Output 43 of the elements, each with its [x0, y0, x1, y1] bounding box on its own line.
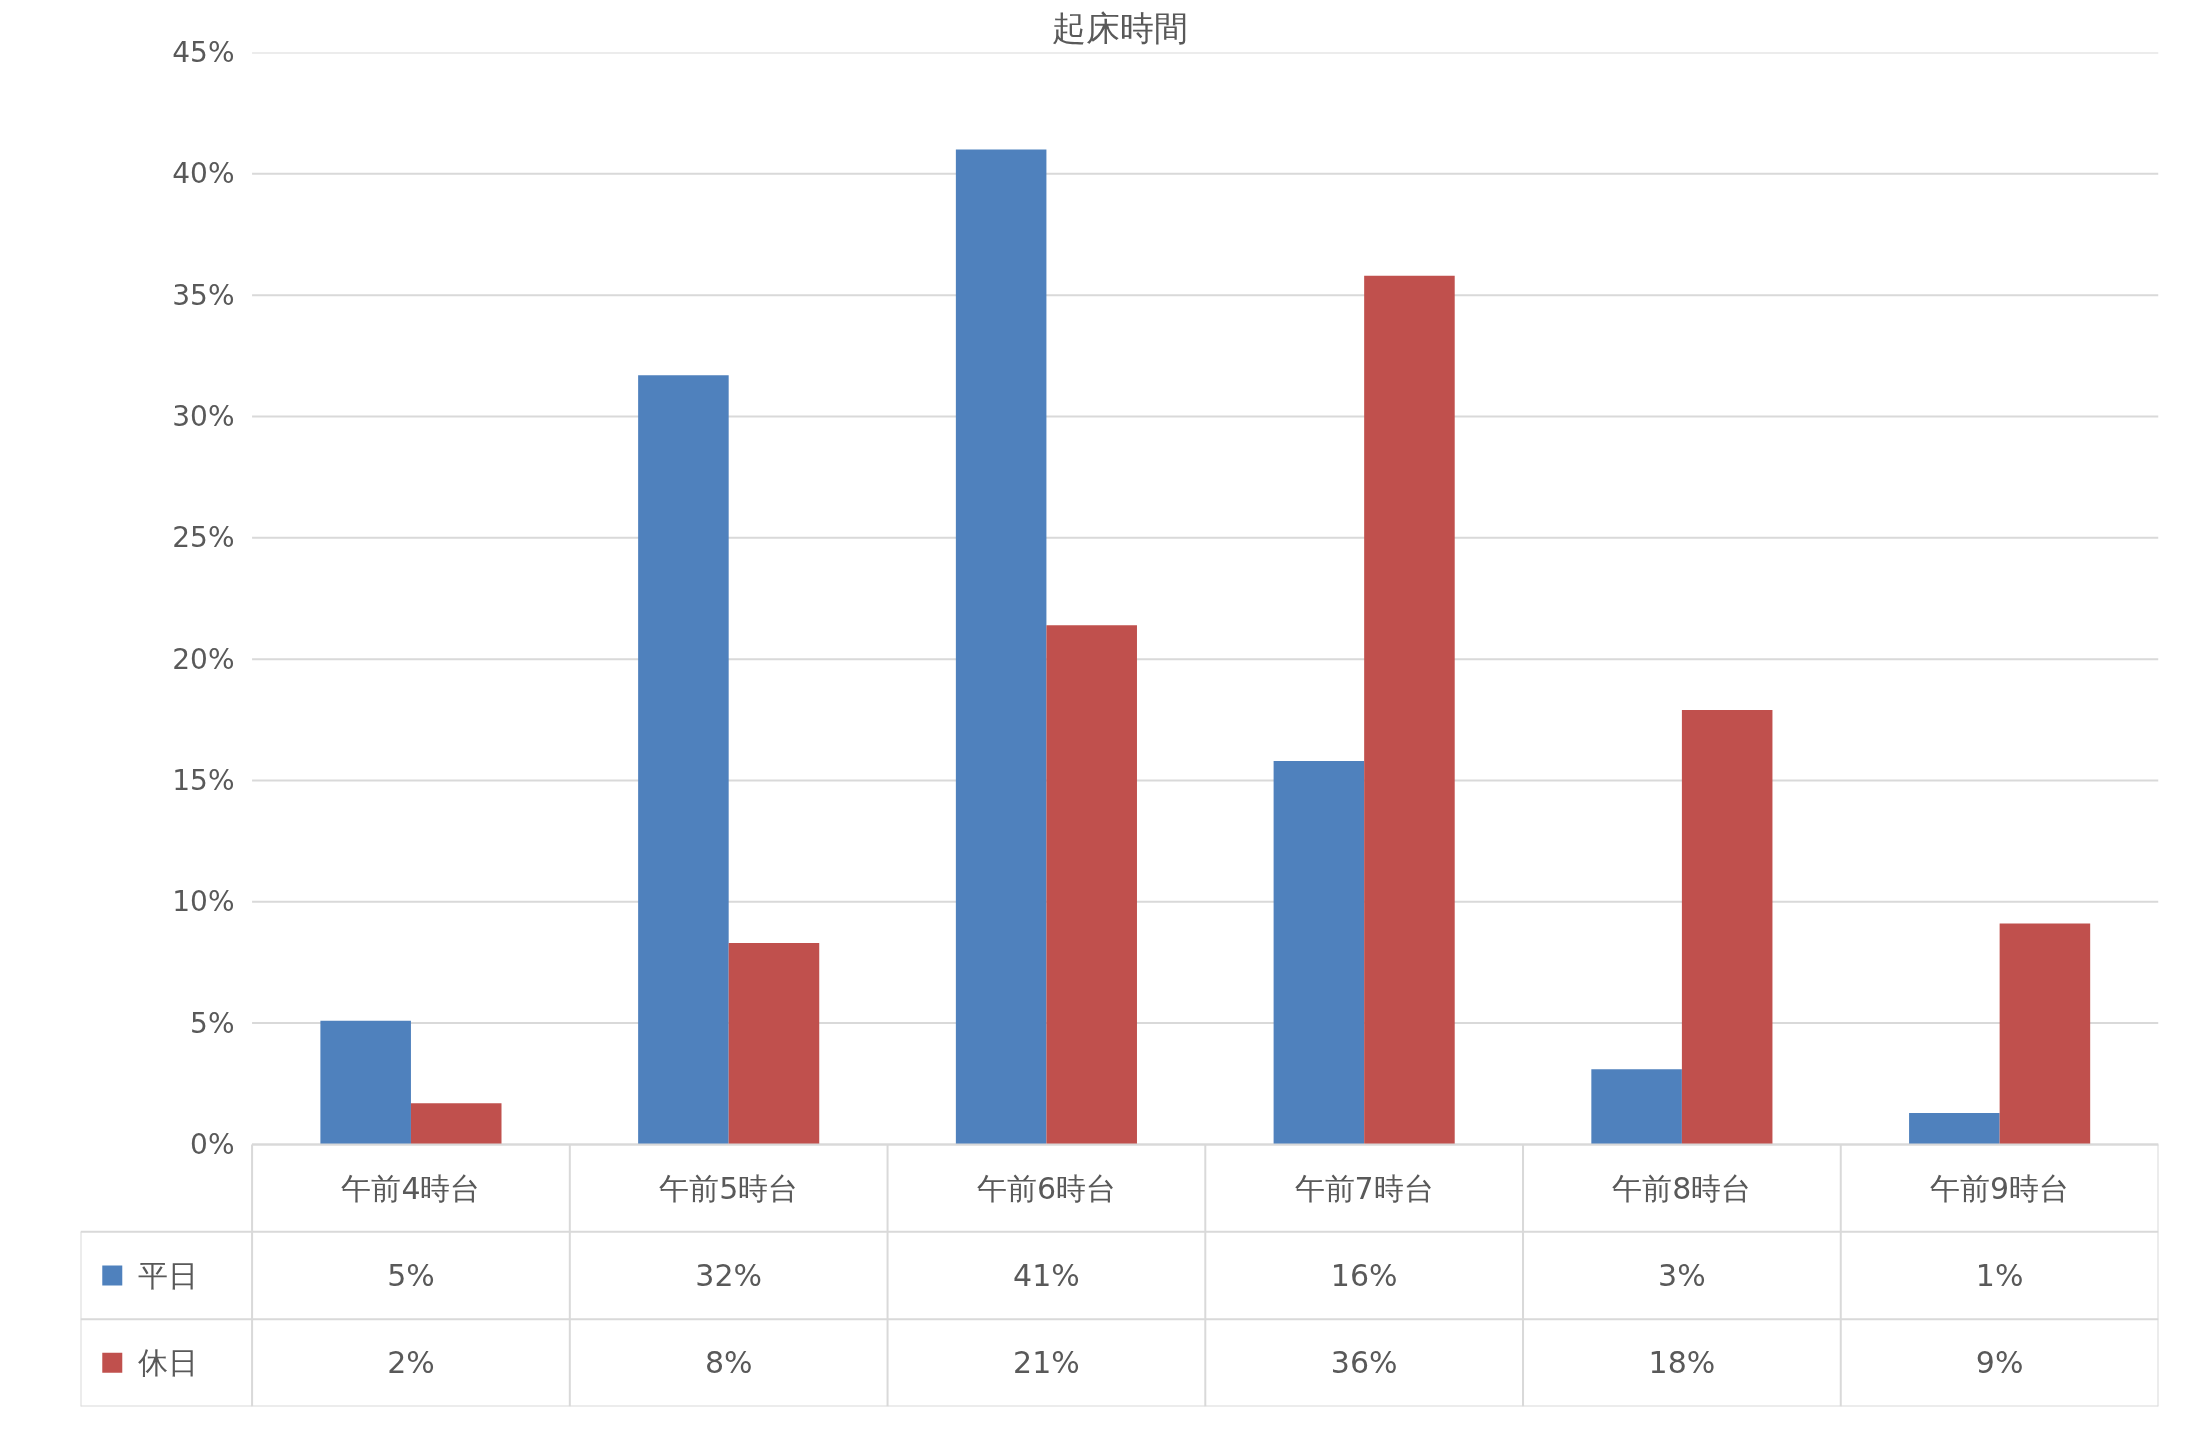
bar	[1591, 1069, 1682, 1145]
bar	[320, 1020, 411, 1145]
data-label: 32%	[695, 1257, 763, 1293]
bar	[410, 1103, 502, 1145]
data-label: 41%	[1013, 1257, 1080, 1293]
data-label: 1%	[1975, 1257, 2024, 1293]
data-label: 5%	[387, 1257, 435, 1293]
legend-label: 休日	[137, 1345, 198, 1381]
x-tick-label: 午前5時台	[659, 1170, 799, 1206]
bar	[955, 149, 1047, 1145]
data-label: 18%	[1648, 1345, 1716, 1381]
data-label: 3%	[1658, 1257, 1706, 1293]
y-tick-label: 25%	[172, 521, 235, 555]
data-label: 16%	[1330, 1257, 1398, 1293]
y-tick-label: 45%	[172, 36, 235, 69]
x-tick-label: 午前4時台	[341, 1170, 481, 1206]
bar	[1046, 625, 1137, 1145]
bar	[1273, 761, 1365, 1145]
bar	[1999, 923, 2091, 1145]
y-tick-label: 35%	[172, 278, 235, 312]
legend-label: 平日	[137, 1257, 198, 1293]
x-tick-label: 午前7時台	[1294, 1170, 1434, 1206]
bar	[728, 943, 820, 1145]
y-tick-label: 40%	[172, 157, 235, 191]
y-tick-label: 15%	[172, 763, 235, 797]
y-tick-label: 5%	[190, 1006, 235, 1040]
data-label: 36%	[1330, 1345, 1398, 1381]
bar	[1681, 710, 1773, 1145]
bar	[638, 375, 729, 1145]
data-label: 21%	[1013, 1345, 1080, 1381]
y-tick-label: 30%	[172, 399, 235, 433]
bar	[1909, 1112, 2000, 1145]
bar	[1364, 275, 1455, 1145]
y-tick-label: 20%	[172, 642, 235, 676]
x-tick-label: 午前6時台	[976, 1170, 1116, 1206]
data-label: 2%	[387, 1345, 435, 1381]
y-tick-label: 0%	[190, 1127, 235, 1161]
data-label: 8%	[704, 1345, 753, 1381]
x-tick-label: 午前8時台	[1612, 1170, 1752, 1206]
chart-title: 起床時間	[1051, 7, 1188, 48]
x-tick-label: 午前9時台	[1930, 1170, 2070, 1206]
y-tick-label: 10%	[172, 885, 235, 919]
data-label: 9%	[1975, 1345, 2024, 1381]
